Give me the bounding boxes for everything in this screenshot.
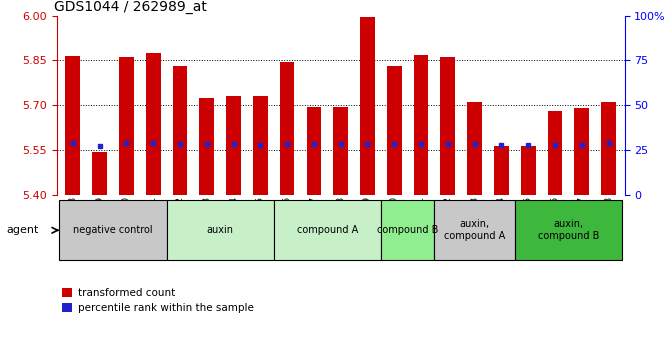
Bar [413, 55, 428, 195]
Legend: transformed count, percentile rank within the sample: transformed count, percentile rank withi… [62, 288, 253, 313]
Bar [387, 66, 401, 195]
Text: agent: agent [7, 225, 39, 235]
Bar [200, 98, 214, 195]
Bar [65, 56, 80, 195]
Bar [226, 96, 241, 195]
Bar [574, 108, 589, 195]
Bar [381, 200, 434, 260]
Bar [494, 146, 509, 195]
Text: auxin: auxin [206, 225, 234, 235]
Bar [601, 102, 616, 195]
Bar [146, 53, 160, 195]
Bar [548, 111, 562, 195]
Bar [172, 66, 187, 195]
Bar [307, 107, 321, 195]
Text: negative control: negative control [73, 225, 153, 235]
Bar [360, 17, 375, 195]
Bar [166, 200, 274, 260]
Bar [274, 200, 381, 260]
Bar [467, 102, 482, 195]
Bar [521, 146, 536, 195]
Bar [333, 107, 348, 195]
Text: auxin,
compound B: auxin, compound B [538, 219, 599, 241]
Bar [253, 96, 268, 195]
Text: compound A: compound A [297, 225, 358, 235]
Text: compound B: compound B [377, 225, 438, 235]
Bar [440, 57, 455, 195]
Bar [59, 200, 166, 260]
Text: GDS1044 / 262989_at: GDS1044 / 262989_at [54, 0, 207, 14]
Bar [92, 151, 107, 195]
Bar [434, 200, 515, 260]
Bar [515, 200, 622, 260]
Bar [280, 62, 295, 195]
Bar [119, 57, 134, 195]
Text: auxin,
compound A: auxin, compound A [444, 219, 505, 241]
